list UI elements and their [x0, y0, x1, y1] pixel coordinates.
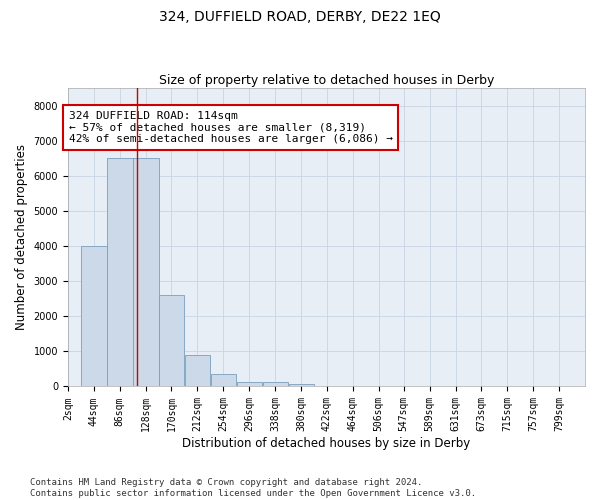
Bar: [159, 295, 184, 386]
Bar: [263, 382, 288, 386]
Bar: [237, 382, 262, 386]
Bar: [211, 374, 236, 386]
Bar: [289, 384, 314, 386]
Text: Contains HM Land Registry data © Crown copyright and database right 2024.
Contai: Contains HM Land Registry data © Crown c…: [30, 478, 476, 498]
Text: 324, DUFFIELD ROAD, DERBY, DE22 1EQ: 324, DUFFIELD ROAD, DERBY, DE22 1EQ: [159, 10, 441, 24]
X-axis label: Distribution of detached houses by size in Derby: Distribution of detached houses by size …: [182, 437, 470, 450]
Bar: [107, 158, 133, 386]
Text: 324 DUFFIELD ROAD: 114sqm
← 57% of detached houses are smaller (8,319)
42% of se: 324 DUFFIELD ROAD: 114sqm ← 57% of detac…: [68, 111, 392, 144]
Bar: [185, 355, 210, 386]
Y-axis label: Number of detached properties: Number of detached properties: [15, 144, 28, 330]
Bar: [133, 158, 158, 386]
Bar: [82, 246, 107, 386]
Title: Size of property relative to detached houses in Derby: Size of property relative to detached ho…: [159, 74, 494, 87]
